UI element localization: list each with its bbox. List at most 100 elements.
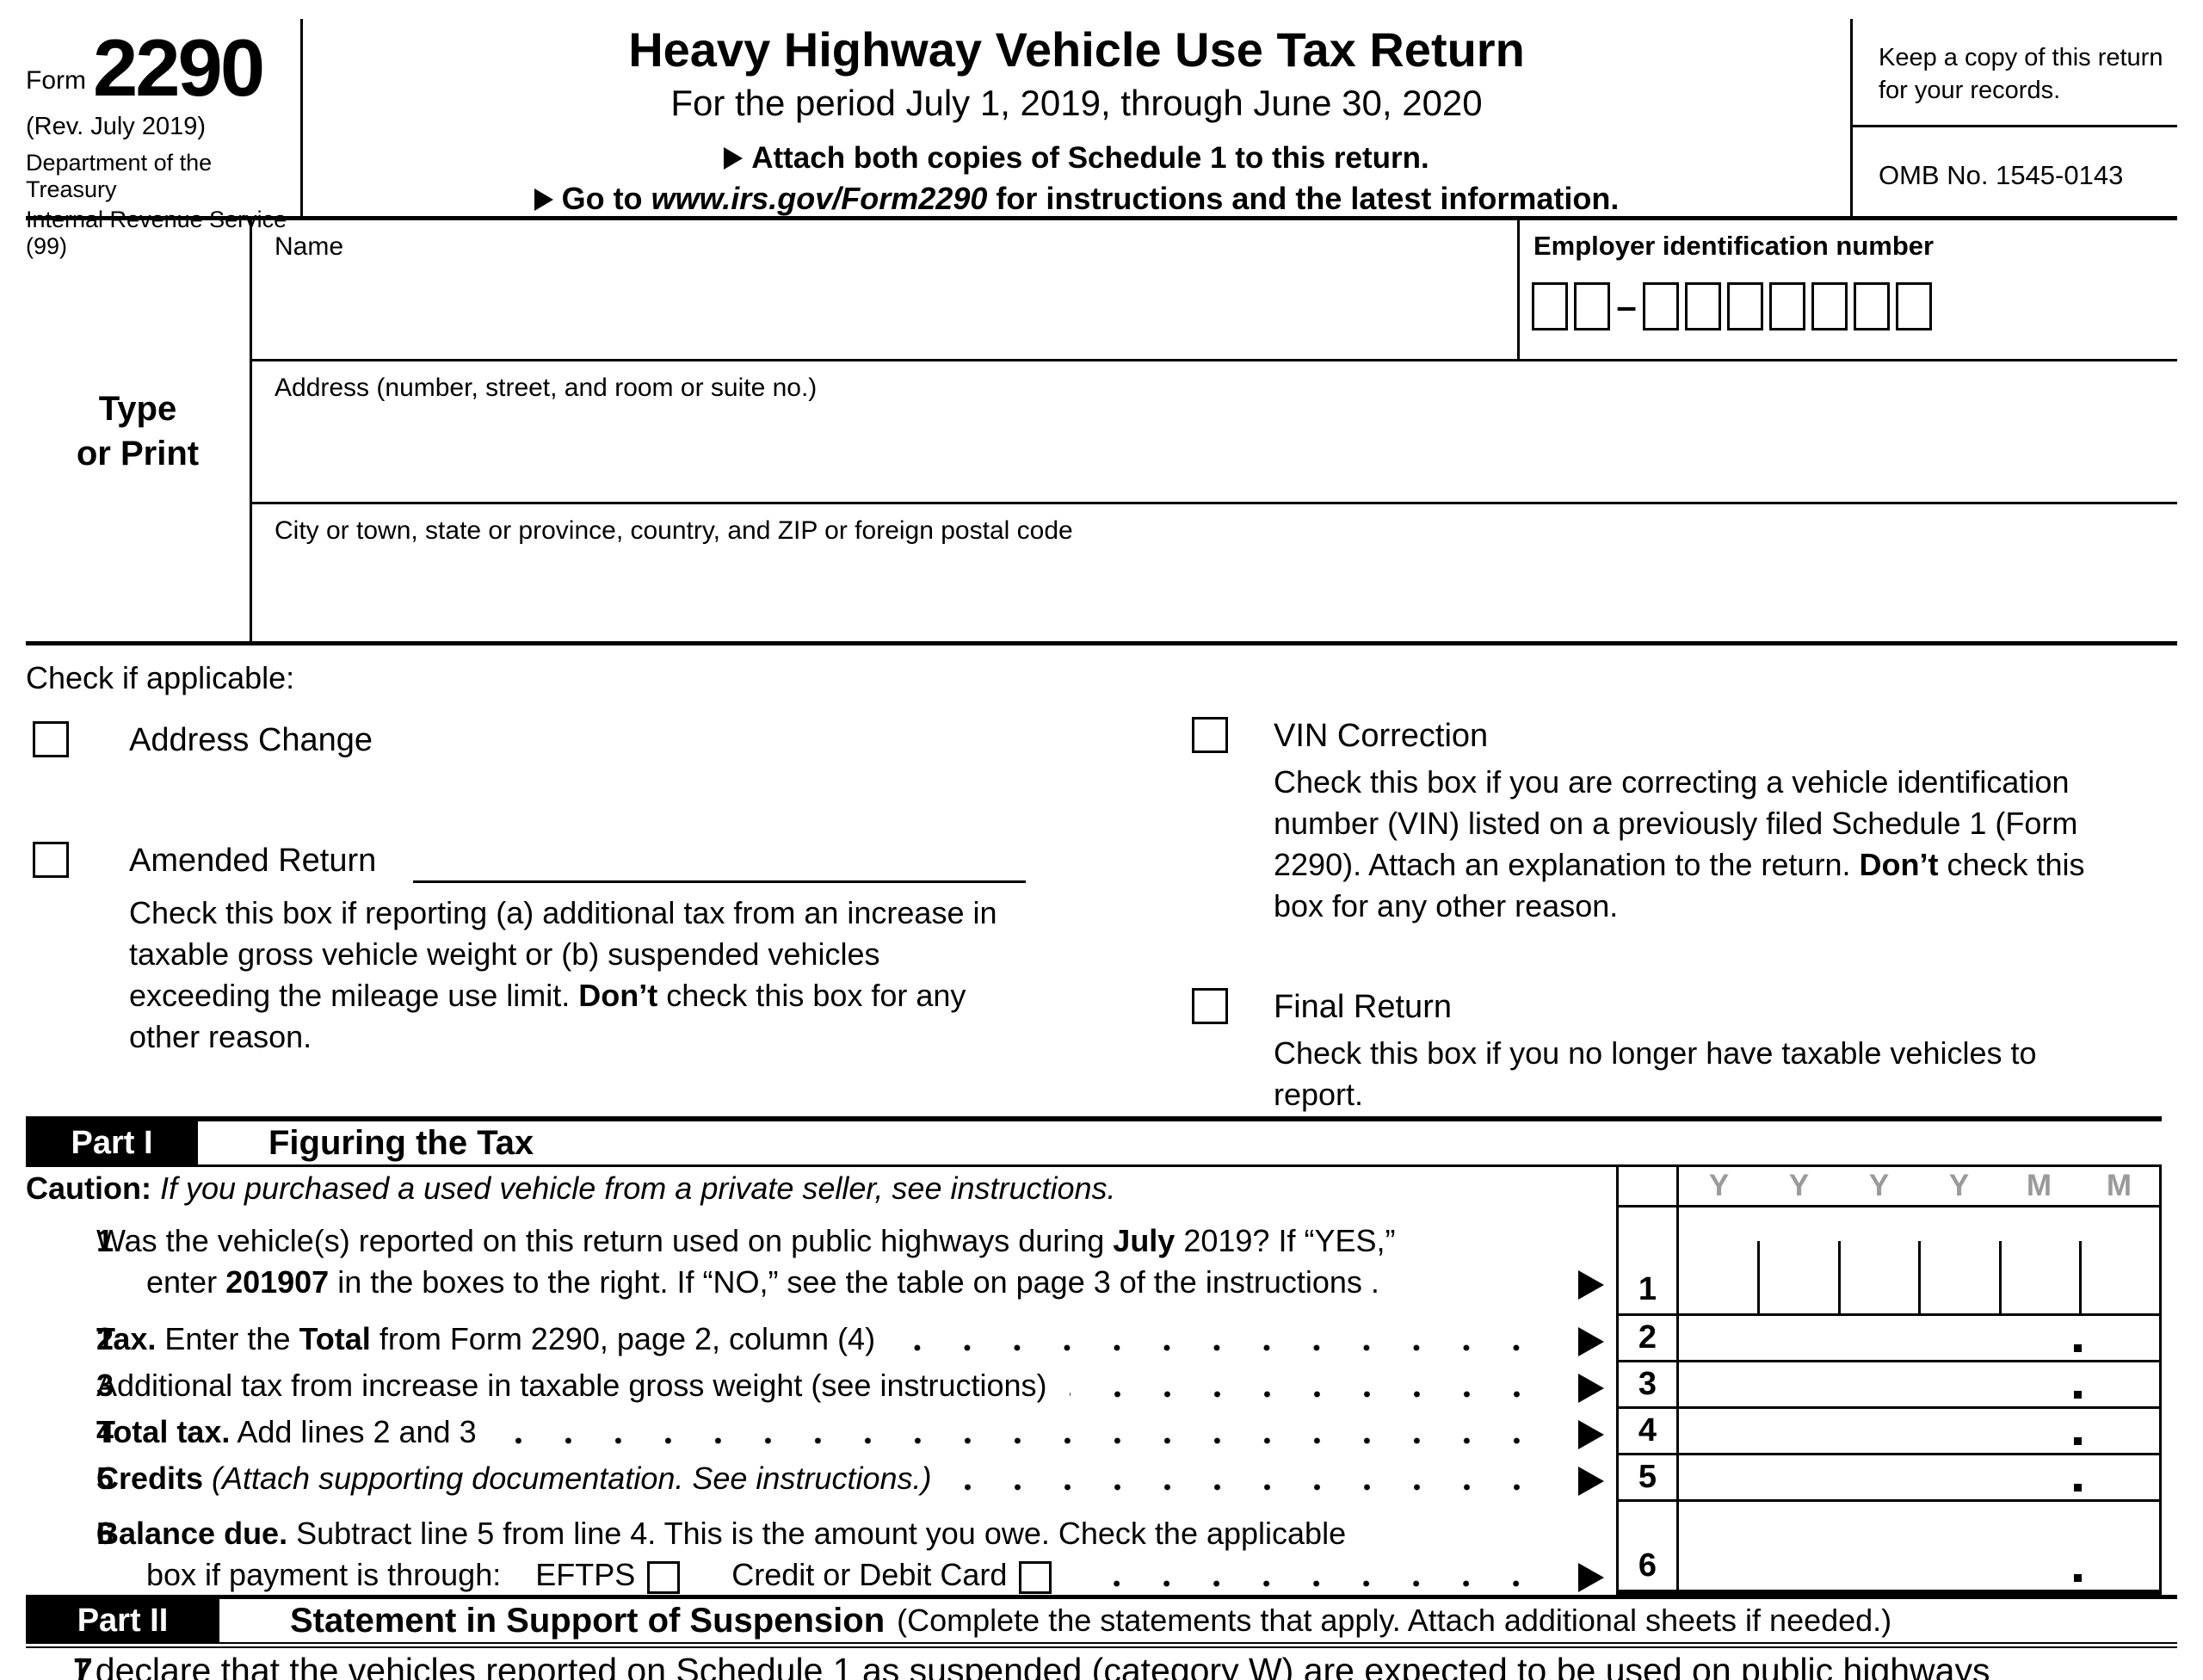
final-return-description: Check this box if you no longer have tax…	[1274, 1035, 2037, 1112]
table-row4-number: 4	[1619, 1409, 1679, 1455]
vin-correction-checkbox[interactable]	[1192, 717, 1228, 753]
ein-digit-box[interactable]	[1769, 282, 1805, 330]
amended-return-blank-line[interactable]	[413, 880, 1026, 883]
line3-amount-input[interactable]	[1679, 1362, 2159, 1409]
eftps-label: EFTPS	[535, 1557, 636, 1592]
date-format-header: Y Y Y Y M M	[1679, 1167, 2159, 1208]
line5-amount-input[interactable]	[1679, 1455, 2159, 1502]
table-row2-number: 2	[1619, 1316, 1679, 1362]
line1-text2: enter 201907 in the boxes to the right. …	[146, 1264, 1379, 1300]
identity-section: Type or Print Name Employer identificati…	[26, 220, 2177, 645]
attach-instruction: Attach both copies of Schedule 1 to this…	[303, 141, 1850, 176]
form-word: Form	[26, 66, 86, 96]
form-id-block: Form 2290 (Rev. July 2019) Department of…	[26, 19, 303, 259]
right-arrow-icon	[1578, 1374, 1604, 1403]
line2-text: Tax. Enter the Total from Form 2290, pag…	[96, 1321, 876, 1356]
line6-text: Balance due. Subtract line 5 from line 4…	[96, 1516, 1347, 1551]
amended-return-checkbox[interactable]	[33, 842, 69, 878]
credit-debit-label: Credit or Debit Card	[731, 1557, 1008, 1592]
line4: 4 Total tax. Add lines 2 and 3	[26, 1411, 1616, 1453]
line3-number: 3	[96, 1368, 114, 1403]
line2-number: 2	[96, 1321, 114, 1356]
right-arrow-icon	[1578, 1327, 1604, 1356]
ein-label: Employer identification number	[1533, 231, 1935, 261]
table-header-number-cell	[1619, 1167, 1679, 1208]
address-change-checkbox[interactable]	[33, 721, 69, 757]
tick-divider	[2079, 1241, 2082, 1313]
right-arrow-icon	[1578, 1563, 1604, 1592]
tick-divider	[1757, 1241, 1760, 1313]
irs-url: www.irs.gov/Form2290	[651, 181, 988, 216]
ein-digit-box[interactable]	[1896, 282, 1932, 330]
address-input[interactable]: Address (number, street, and room or sui…	[252, 361, 2177, 504]
ein-digit-box[interactable]	[1685, 282, 1721, 330]
line4-amount-input[interactable]	[1679, 1409, 2159, 1455]
goto-instruction: Go to www.irs.gov/Form2290 for instructi…	[303, 181, 1850, 217]
line1-number: 1	[96, 1223, 114, 1258]
form-title-block: Heavy Highway Vehicle Use Tax Return For…	[303, 19, 1850, 216]
dot-leaders	[1069, 1389, 1563, 1399]
line2: 2 Tax. Enter the Total from Form 2290, p…	[26, 1319, 1616, 1360]
line6-amount-input[interactable]	[1679, 1502, 2159, 1590]
line4-number: 4	[96, 1414, 114, 1449]
city-label: City or town, state or province, country…	[275, 516, 1073, 545]
line3: 3 Additional tax from increase in taxabl…	[26, 1365, 1616, 1406]
right-arrow-icon	[1578, 1467, 1604, 1496]
type-or-print-label: Type or Print	[76, 389, 200, 472]
line5-number: 5	[96, 1461, 114, 1496]
part1-body: Caution: If you purchased a used vehicle…	[26, 1167, 1616, 1595]
right-arrow-icon	[1578, 1420, 1604, 1449]
ein-digit-box[interactable]	[1574, 282, 1610, 330]
check-if-applicable-label: Check if applicable:	[26, 660, 295, 695]
department-label: Department of the Treasury	[26, 150, 213, 203]
line1-row1: 1 Was the vehicle(s) reported on this re…	[26, 1220, 1616, 1262]
line2-amount-input[interactable]	[1679, 1316, 2159, 1362]
ein-digit-box[interactable]	[1727, 282, 1763, 330]
vin-correction-description: Check this box if you are correcting a v…	[1274, 764, 2085, 923]
dot-leaders	[1074, 1578, 1563, 1589]
part1-amount-table: Y Y Y Y M M 1 2 3 4 5 6	[1616, 1167, 2162, 1595]
line4-text: Total tax. Add lines 2 and 3	[96, 1414, 477, 1449]
line6-row1: 6 Balance due. Subtract line 5 from line…	[26, 1513, 1616, 1554]
line7: 7 I declare that the vehicles reported o…	[26, 1651, 2177, 1680]
city-input[interactable]: City or town, state or province, country…	[252, 504, 2177, 640]
amended-return-label: Amended Return	[129, 843, 377, 879]
eftps-checkbox[interactable]	[647, 1561, 681, 1594]
header-right-block: Keep a copy of this return for your reco…	[1850, 19, 2177, 216]
line1-row2: enter 201907 in the boxes to the right. …	[26, 1262, 1616, 1303]
ein-digit-box[interactable]	[1532, 282, 1568, 330]
part2-subtitle: (Complete the statements that apply. Att…	[897, 1603, 1892, 1638]
ein-digit-box[interactable]	[1811, 282, 1848, 330]
part1-title: Figuring the Tax	[268, 1123, 534, 1162]
part2-label: Part II	[26, 1599, 219, 1642]
line1-text: Was the vehicle(s) reported on this retu…	[96, 1223, 1396, 1258]
decimal-point	[2074, 1437, 2082, 1445]
table-row3-number: 3	[1619, 1362, 1679, 1409]
part2-header: Part II Statement in Support of Suspensi…	[26, 1595, 2177, 1648]
address-label: Address (number, street, and room or sui…	[275, 374, 818, 402]
tick-divider	[1999, 1241, 2002, 1313]
line6-row2: box if payment is through: EFTPS Credit …	[26, 1554, 1616, 1596]
final-return-label: Final Return	[1274, 989, 1452, 1025]
ein-digit-box[interactable]	[1854, 282, 1890, 330]
decimal-point	[2074, 1344, 2082, 1352]
table-row6-number: 6	[1619, 1502, 1679, 1590]
period-subtitle: For the period July 1, 2019, through Jun…	[670, 83, 1483, 123]
name-input[interactable]: Name	[252, 220, 1517, 359]
line6-payment-label: box if payment is through:	[146, 1557, 502, 1592]
identity-fields: Name Employer identification number –	[250, 220, 2177, 641]
table-row5-number: 5	[1619, 1455, 1679, 1502]
line5-text: Credits (Attach supporting documentation…	[96, 1461, 932, 1496]
tick-divider	[1838, 1241, 1841, 1313]
right-arrow-icon	[534, 188, 553, 211]
line1-date-input[interactable]	[1679, 1208, 2159, 1316]
credit-debit-checkbox[interactable]	[1019, 1561, 1052, 1594]
ein-field: Employer identification number –	[1517, 220, 2177, 359]
ein-digit-box[interactable]	[1643, 282, 1679, 330]
line7-number: 7	[73, 1651, 93, 1680]
part1-header: Part I Figuring the Tax	[26, 1116, 2162, 1167]
final-return-checkbox[interactable]	[1192, 988, 1228, 1024]
part1-label: Part I	[26, 1121, 198, 1164]
right-arrow-icon	[724, 147, 744, 170]
